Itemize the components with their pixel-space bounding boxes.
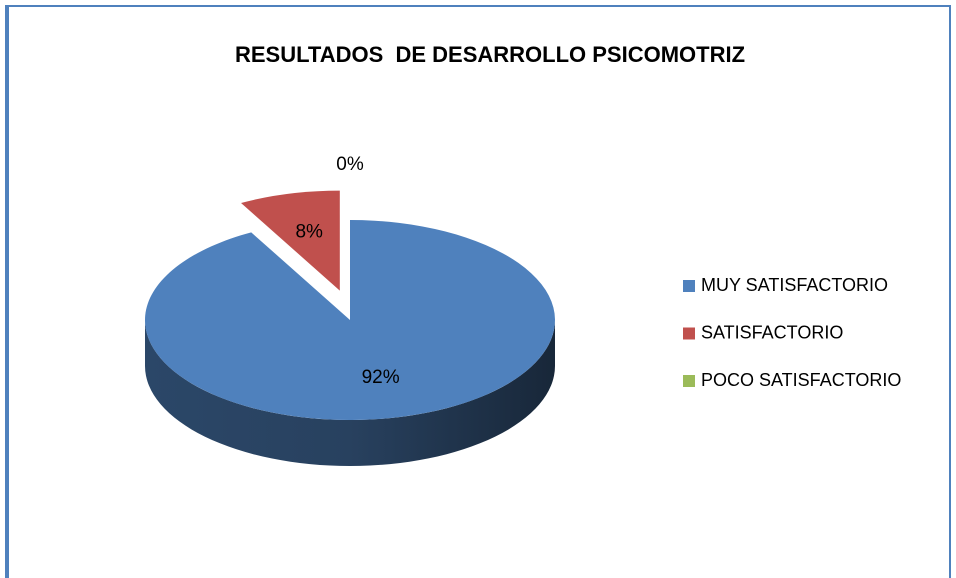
chart-title: RESULTADOS DE DESARROLLO PSICOMOTRIZ xyxy=(235,42,745,67)
legend-label: POCO SATISFACTORIO xyxy=(701,370,901,390)
legend-swatch xyxy=(683,375,695,387)
legend: MUY SATISFACTORIO SATISFACTORIO POCO SATIS… xyxy=(683,275,901,390)
legend-swatch xyxy=(683,327,695,340)
legend-label: SATISFACTORIO xyxy=(701,322,843,342)
legend-swatch xyxy=(683,280,695,292)
slice xyxy=(144,220,555,420)
data-label: 8% xyxy=(295,222,323,243)
slice-side xyxy=(145,320,555,466)
slice xyxy=(241,190,340,291)
data-label: 92% xyxy=(362,367,400,388)
data-label: 0% xyxy=(336,154,364,175)
legend-label: MUY SATISFACTORIO xyxy=(701,275,888,295)
pie: 92% 8% 0% xyxy=(144,154,555,466)
